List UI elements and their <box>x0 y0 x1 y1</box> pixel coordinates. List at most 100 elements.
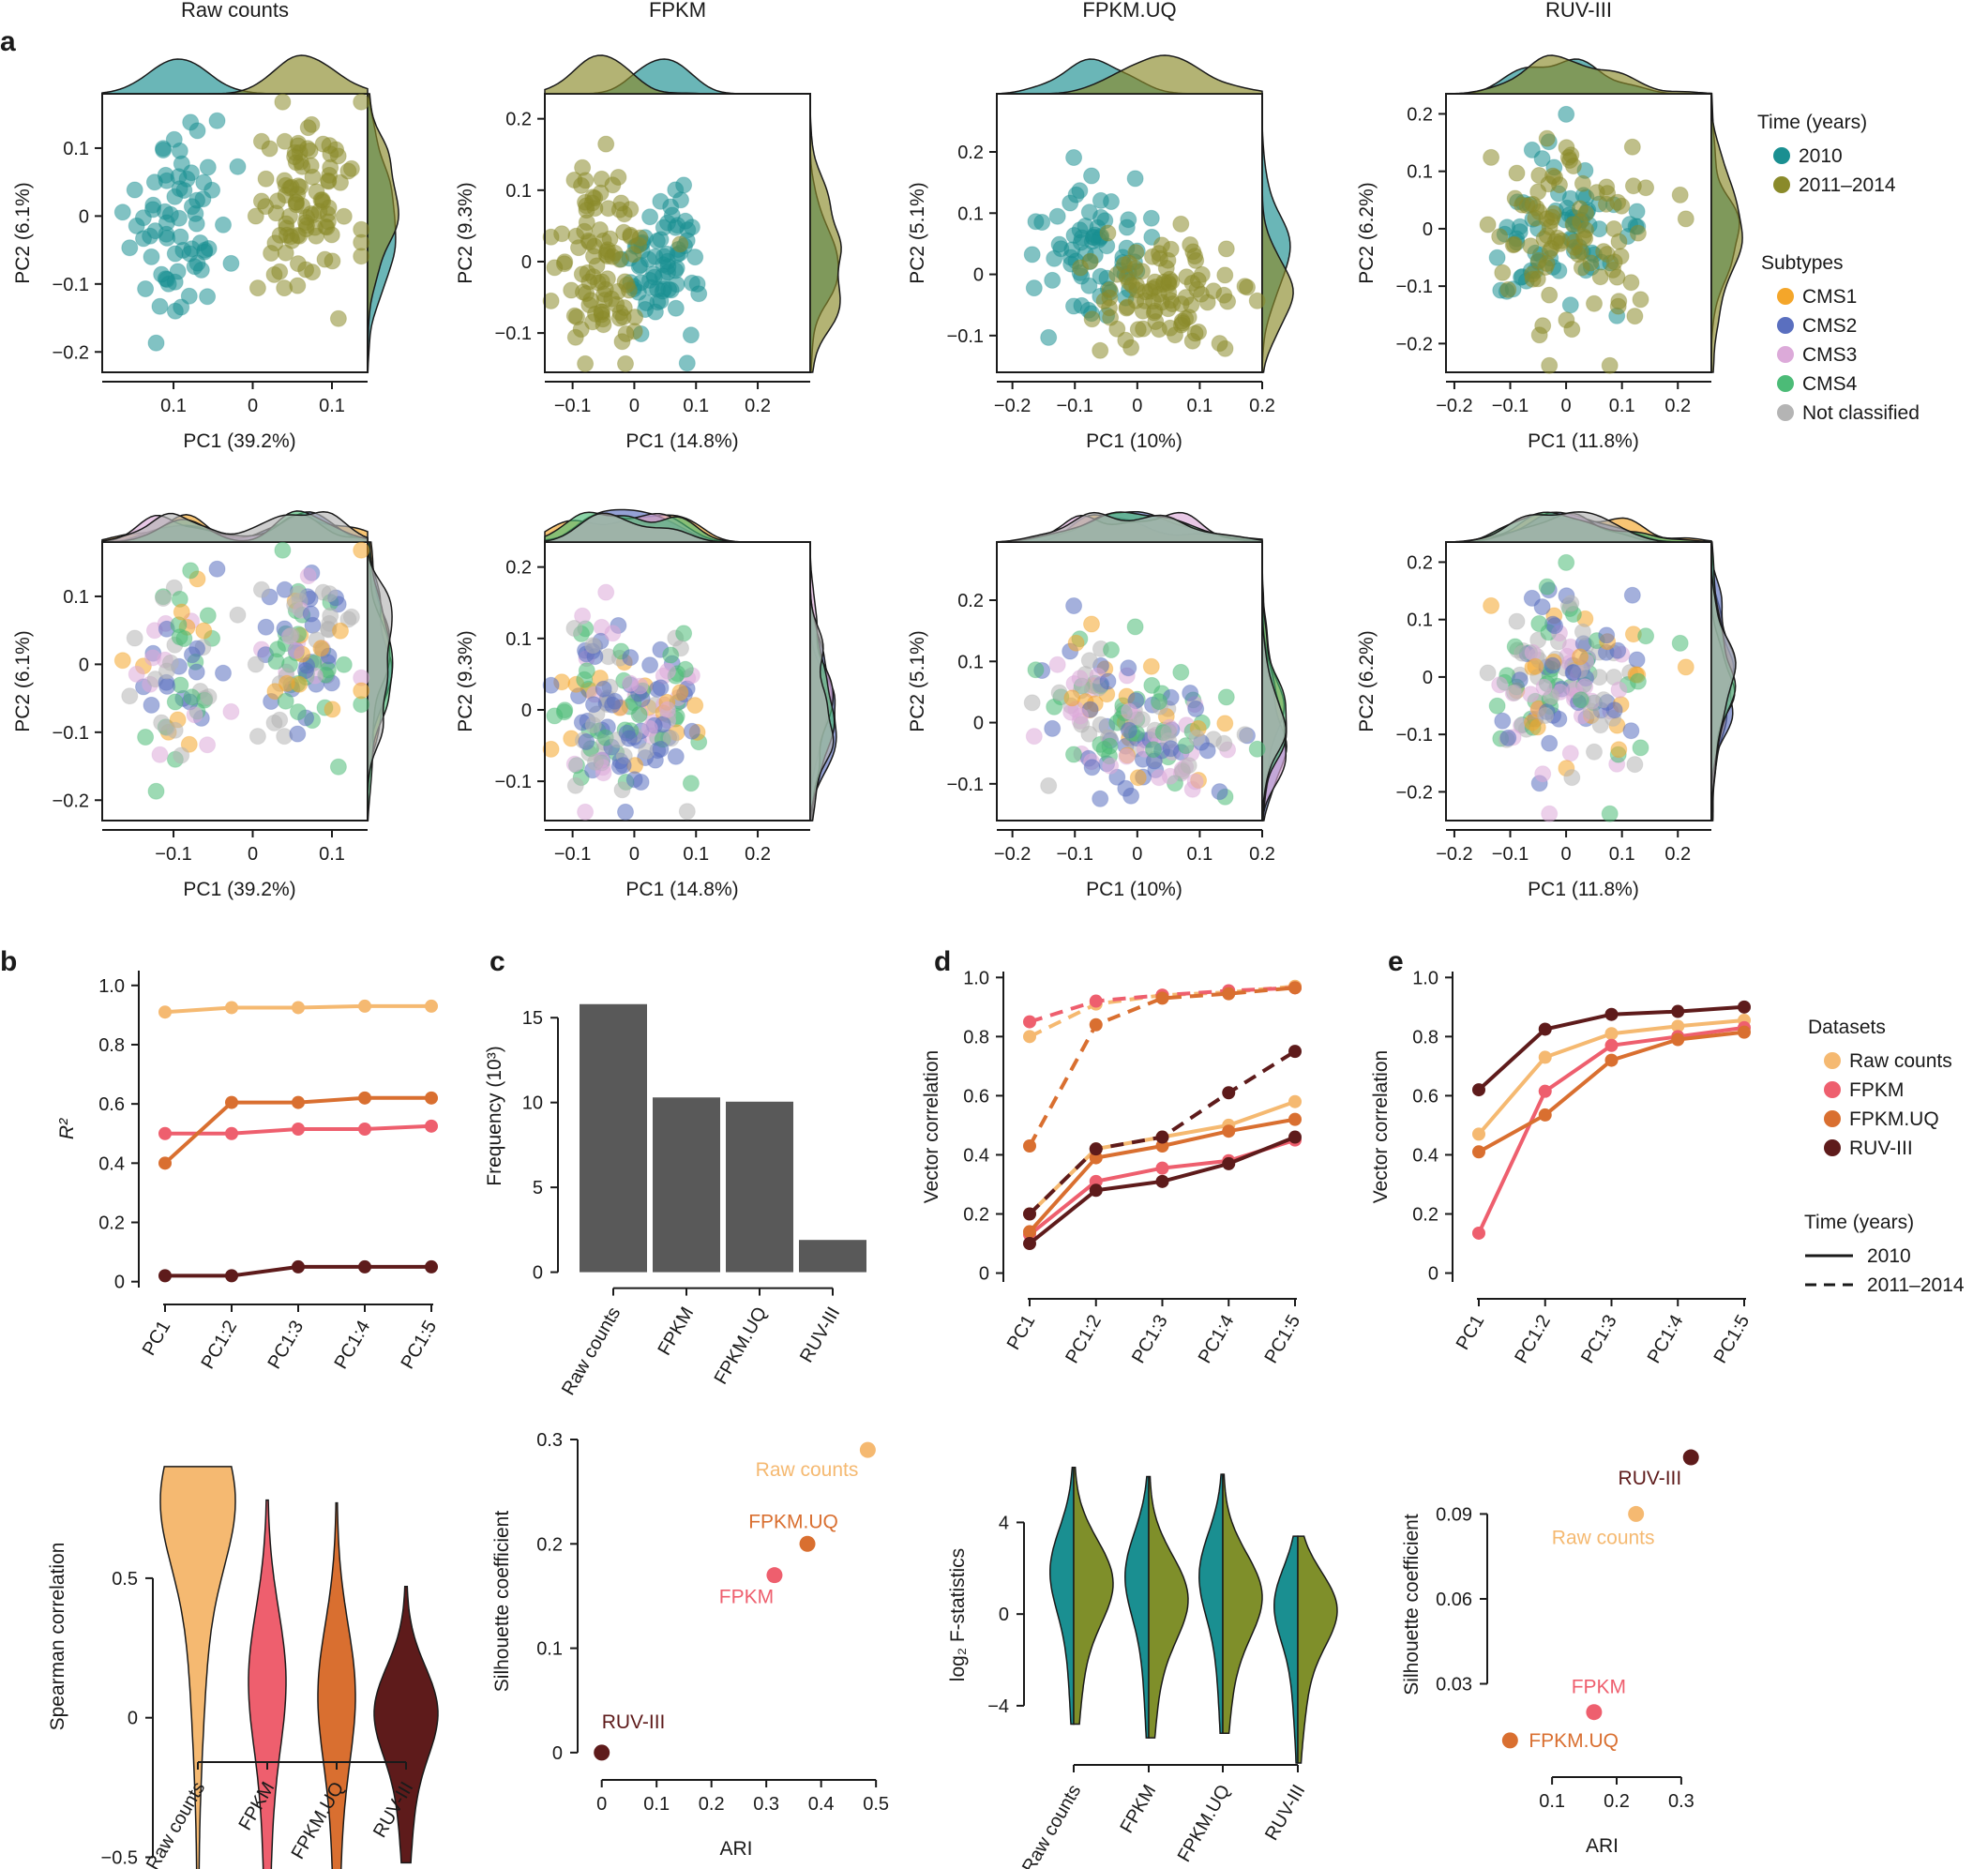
point <box>199 288 217 306</box>
point <box>1120 211 1137 229</box>
data-point <box>1682 1449 1699 1466</box>
point <box>631 229 649 247</box>
legend-item: FPKM.UQ <box>1849 1108 1939 1130</box>
y-tick-label: 0.2 <box>1412 1204 1438 1225</box>
point <box>606 692 624 710</box>
point <box>1622 722 1640 740</box>
point <box>1217 240 1235 258</box>
point <box>597 135 615 153</box>
data-point <box>425 1091 438 1105</box>
point <box>542 676 560 694</box>
point <box>278 674 295 692</box>
data-point <box>292 1001 305 1015</box>
point <box>144 649 161 667</box>
point <box>1071 670 1089 687</box>
y-tick-label: 0.2 <box>505 558 532 579</box>
point <box>1072 707 1090 725</box>
legend-item: CMS4 <box>1802 373 1858 395</box>
legend-title: Subtypes <box>1761 252 1844 274</box>
point <box>274 93 292 111</box>
top-density <box>996 511 1263 543</box>
point <box>1129 769 1147 787</box>
point <box>1072 259 1090 277</box>
x-axis-label: PC1 (11.8%) <box>1528 430 1639 452</box>
point <box>1494 264 1512 281</box>
point <box>1126 618 1144 636</box>
x-tick-label: 0.1 <box>683 396 709 416</box>
point <box>1605 701 1623 719</box>
legend-swatch <box>1824 1110 1841 1127</box>
point <box>1623 586 1641 604</box>
y-tick-label: 1.0 <box>963 968 989 988</box>
point <box>1211 335 1228 353</box>
y-tick-label: 0.1 <box>957 203 984 224</box>
data-point <box>1538 1022 1552 1036</box>
point <box>1572 648 1589 666</box>
point <box>1118 299 1136 317</box>
x-tick-label: 0.1 <box>643 1794 670 1815</box>
y-tick-label: −0.2 <box>53 342 89 363</box>
x-tick-label: 0.2 <box>1604 1791 1630 1812</box>
data-point <box>1288 1130 1302 1144</box>
point <box>137 280 155 297</box>
point <box>1530 167 1548 184</box>
point <box>662 198 680 216</box>
point <box>1186 773 1204 791</box>
y-tick-label: 0.2 <box>957 591 984 611</box>
y-tick-label: 10 <box>522 1093 543 1114</box>
y-tick-label: 0.2 <box>963 1204 989 1225</box>
pca-panels: −0.2 −0.1 0 0.1 0.1 0 0.1 PC1 (39.2%) PC2 (6.1%)… <box>12 0 1743 900</box>
point <box>128 665 145 683</box>
legend-swatch <box>1824 1081 1841 1098</box>
point <box>676 212 694 230</box>
data-point <box>425 1119 438 1133</box>
point <box>329 758 347 776</box>
point <box>614 309 632 326</box>
y-tick-label: −4 <box>987 1696 1009 1717</box>
x-tick-label: PC1:4 <box>1195 1312 1239 1367</box>
point <box>1534 317 1552 335</box>
point <box>1558 105 1575 123</box>
point <box>137 729 155 746</box>
point <box>1479 216 1497 234</box>
point <box>1040 776 1058 794</box>
point <box>166 273 184 291</box>
point <box>1142 209 1160 227</box>
point <box>289 725 307 743</box>
point <box>556 253 574 271</box>
top-density <box>101 510 369 543</box>
legend-swatch <box>1773 147 1790 164</box>
point <box>271 711 289 729</box>
point <box>1563 321 1581 339</box>
point <box>614 757 632 775</box>
point <box>676 660 694 678</box>
point <box>675 625 693 642</box>
point <box>641 656 659 674</box>
point <box>1102 757 1120 775</box>
point <box>617 354 634 372</box>
x-tick-label: −0.1 <box>1056 844 1092 865</box>
point <box>1601 356 1619 374</box>
x-tick-label: 0 <box>1132 396 1142 416</box>
point <box>1605 253 1623 271</box>
pca-subtype-2: −0.1 0 0.1 0.2 −0.2 −0.1 0 0.1 0.2 PC1 (10%) PC2 (… <box>907 510 1288 900</box>
point <box>574 607 592 625</box>
point <box>1120 721 1137 739</box>
point <box>324 701 341 718</box>
point <box>1522 237 1540 255</box>
legend-item: CMS1 <box>1802 286 1857 308</box>
y-tick-label: 0.2 <box>536 1534 563 1555</box>
data-point <box>358 999 371 1013</box>
point <box>182 113 200 131</box>
point <box>1023 694 1041 712</box>
violin-2011 <box>1148 1475 1189 1739</box>
e-line-chart: 0 0.2 0.4 0.6 0.8 1.0 PC1 PC1:2 PC1:3 PC1:4 PC1:5 V… <box>1370 968 1754 1366</box>
legends: Time (years) 2010 2011–2014 Subtypes CMS1 CMS… <box>1757 112 1965 1296</box>
point <box>144 201 161 219</box>
data-point <box>594 1744 610 1761</box>
x-tick-label: 0.2 <box>1249 844 1275 865</box>
point <box>1044 719 1062 737</box>
point <box>1629 672 1647 690</box>
legend-title: Time (years) <box>1757 112 1867 133</box>
point <box>1524 643 1542 661</box>
